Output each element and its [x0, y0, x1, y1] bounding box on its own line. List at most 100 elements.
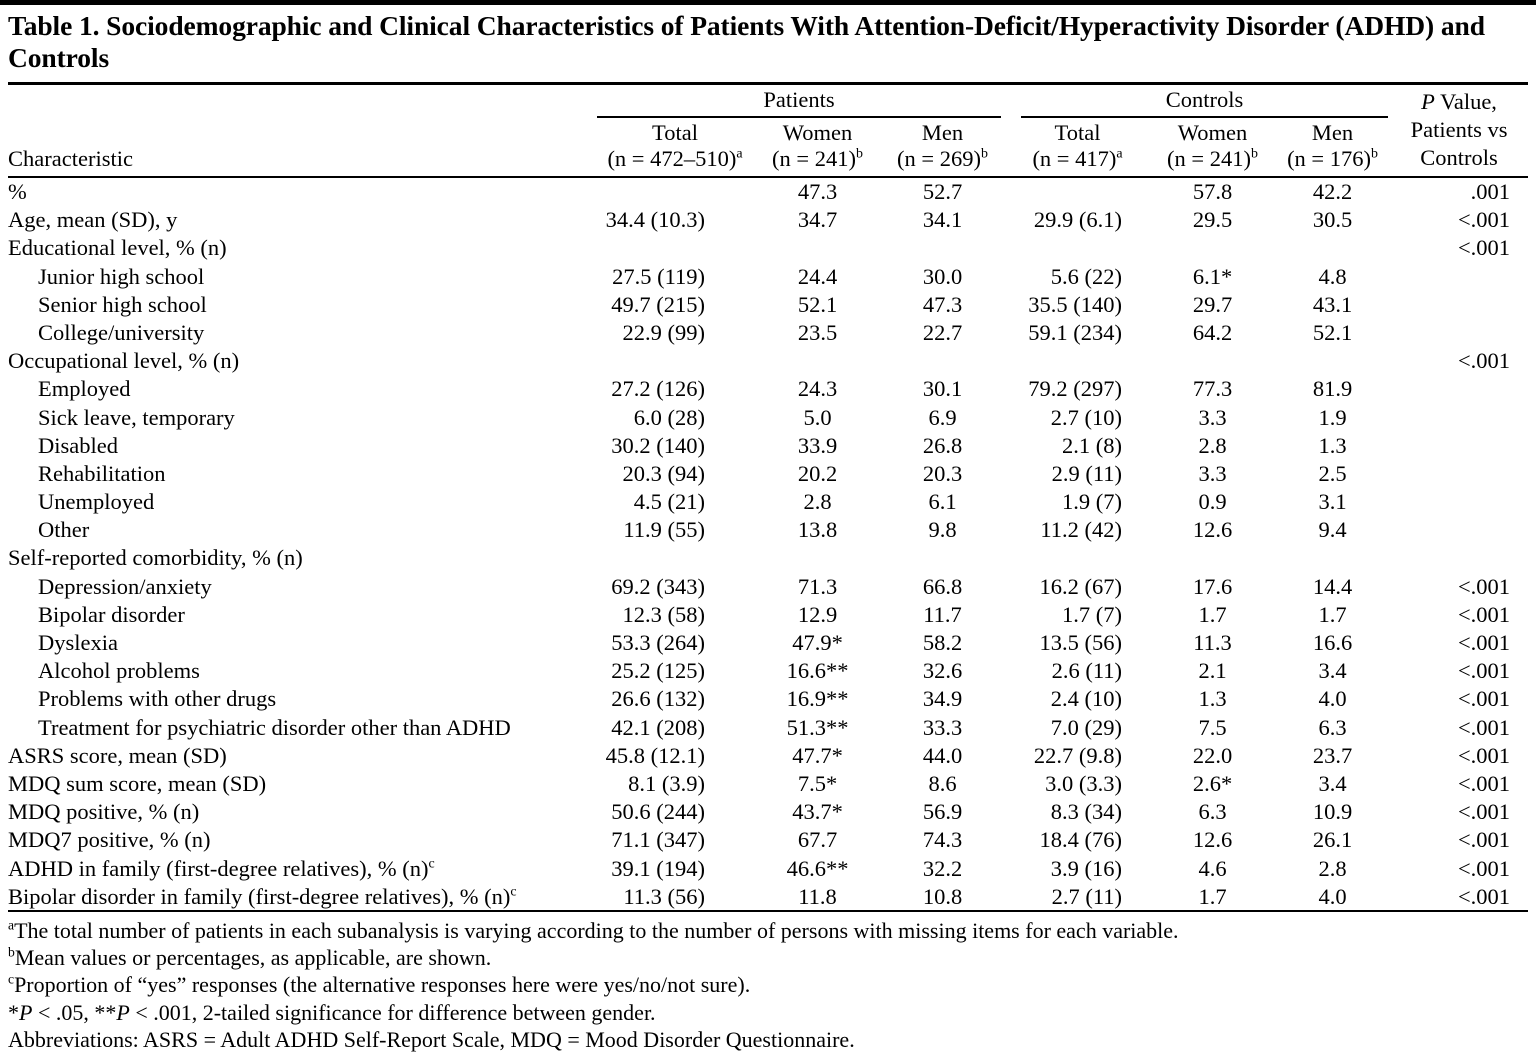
- data-cell: 79.2 (297): [1028, 376, 1122, 402]
- footnote-marker: b: [980, 146, 988, 162]
- data-cell: 1.7: [1198, 883, 1227, 909]
- pvalue-header-line2: Patients vs: [1410, 116, 1508, 142]
- data-cell: 6.3: [1198, 799, 1227, 825]
- data-cell: 2.4 (10): [1050, 686, 1122, 712]
- data-cell: <.001: [1457, 235, 1511, 261]
- table-row: Senior high school 49.7 (215) 52.1 47.3 35.5…: [8, 290, 1528, 318]
- data-cell: 26.8: [922, 432, 963, 458]
- data-cell: 11.3 (56): [623, 883, 705, 909]
- data-cell: 1.7 (7): [1062, 601, 1122, 627]
- table-row: College/university 22.9 (99) 23.5 22.7 59.1 …: [8, 318, 1528, 346]
- data-cell: 26.1: [1312, 827, 1353, 853]
- table-row: Treatment for psychiatric disorder other…: [8, 713, 1528, 741]
- data-cell: <.001: [1457, 799, 1511, 825]
- data-cell: 4.5 (21): [633, 489, 705, 515]
- data-cell: <.001: [1457, 573, 1511, 599]
- pvalue-header-italic-p: P: [1421, 88, 1435, 114]
- data-cell: 1.3: [1198, 686, 1227, 712]
- data-cell: [1390, 290, 1528, 318]
- data-cell: 29.5: [1192, 207, 1233, 233]
- data-cell: <.001: [1457, 883, 1511, 909]
- footnote-marker: a: [736, 146, 743, 162]
- table-row: % 47.3 52.7 57.8 42.2 .001: [8, 177, 1528, 206]
- data-cell: <.001: [1457, 855, 1511, 881]
- data-cell: 69.2 (343): [611, 573, 705, 599]
- row-label: Other: [38, 517, 90, 543]
- data-cell: [1005, 544, 1150, 572]
- data-cell: 2.6 (11): [1051, 658, 1122, 684]
- row-label: ASRS score, mean (SD): [8, 742, 227, 768]
- data-cell: 44.0: [922, 742, 963, 768]
- data-cell: 4.6: [1198, 855, 1227, 881]
- data-cell: 18.4 (76): [1039, 827, 1123, 853]
- table-row: Self-reported comorbidity, % (n): [8, 544, 1528, 572]
- data-cell: 33.3: [922, 714, 963, 740]
- row-label: ADHD in family (first-degree relatives),…: [8, 855, 435, 881]
- footnote-marker: c: [428, 856, 435, 871]
- data-cell: 35.5 (140): [1028, 291, 1122, 317]
- data-cell: 30.0: [922, 263, 963, 289]
- data-cell: 27.5 (119): [612, 263, 705, 289]
- data-cell: 47.3: [922, 291, 963, 317]
- data-cell: 29.9 (6.1): [1033, 207, 1122, 233]
- table-row: Disabled 30.2 (140) 33.9 26.8 2.1 (8) 2.8 1.3: [8, 431, 1528, 459]
- footnote-marker: b: [1250, 146, 1258, 162]
- data-cell: 67.7: [797, 827, 838, 853]
- data-cell: 2.8: [1318, 855, 1347, 881]
- row-label: Employed: [38, 376, 131, 402]
- footnote: cProportion of “yes” responses (the alte…: [8, 972, 751, 998]
- data-cell: [755, 544, 880, 572]
- data-cell: 52.1: [1312, 319, 1353, 345]
- data-cell: 46.6**: [786, 855, 849, 881]
- data-cell: 81.9: [1312, 376, 1353, 402]
- data-cell: 20.3 (94): [622, 460, 706, 486]
- data-cell: 9.4: [1318, 517, 1347, 543]
- data-cell: 56.9: [922, 799, 963, 825]
- data-cell: [755, 234, 880, 262]
- data-cell: 34.4 (10.3): [605, 207, 705, 233]
- row-label: Senior high school: [38, 291, 207, 317]
- characteristic-column-header: Characteristic: [8, 84, 595, 178]
- footnote-marker: b: [855, 146, 863, 162]
- data-cell: <.001: [1457, 658, 1511, 684]
- data-cell: [1150, 234, 1275, 262]
- data-cell: 20.2: [797, 460, 838, 486]
- data-cell: 14.4: [1312, 573, 1353, 599]
- controls-group-header: Controls: [1005, 85, 1390, 118]
- data-cell: 5.0: [803, 404, 832, 430]
- data-cell: 16.9**: [786, 686, 849, 712]
- data-cell: 30.1: [922, 376, 963, 402]
- data-cell: 4.0: [1318, 883, 1347, 909]
- data-cell: 6.1: [928, 489, 957, 515]
- data-cell: [595, 234, 755, 262]
- data-cell: 1.9: [1318, 404, 1347, 430]
- table-row: Bipolar disorder 12.3 (58) 12.9 11.7 1.7 (7)…: [8, 600, 1528, 628]
- controls-group-label: Controls: [1165, 86, 1244, 112]
- footnote-marker: a: [1116, 146, 1123, 162]
- data-cell: [1390, 459, 1528, 487]
- data-cell: [1150, 544, 1275, 572]
- group-header-row: Characteristic Patients Controls P Value…: [8, 84, 1529, 178]
- data-cell: <.001: [1457, 770, 1511, 796]
- data-cell: 11.8: [798, 883, 837, 909]
- table-row: Other 11.9 (55) 13.8 9.8 11.2 (42) 12.6 9.4: [8, 516, 1528, 544]
- footnote-marker: c: [8, 972, 15, 988]
- data-cell: 3.4: [1318, 658, 1347, 684]
- row-label: Educational level, % (n): [8, 235, 227, 261]
- data-cell: 20.3: [922, 460, 963, 486]
- data-cell: 43.7*: [792, 799, 843, 825]
- data-cell: 11.7: [923, 601, 962, 627]
- data-cell: <.001: [1457, 686, 1511, 712]
- row-label: Problems with other drugs: [38, 686, 277, 712]
- data-cell: 30.2 (140): [611, 432, 705, 458]
- data-cell: 12.6: [1192, 827, 1233, 853]
- data-cell: 49.7 (215): [611, 291, 705, 317]
- data-cell: [1275, 544, 1390, 572]
- data-cell: <.001: [1457, 714, 1511, 740]
- data-cell: 22.7: [922, 319, 963, 345]
- table-row: MDQ7 positive, % (n) 71.1 (347) 67.7 74.3 18…: [8, 826, 1528, 854]
- data-cell: <.001: [1457, 207, 1511, 233]
- data-cell: 34.1: [922, 207, 963, 233]
- data-cell: [1390, 403, 1528, 431]
- data-cell: 2.1: [1198, 658, 1227, 684]
